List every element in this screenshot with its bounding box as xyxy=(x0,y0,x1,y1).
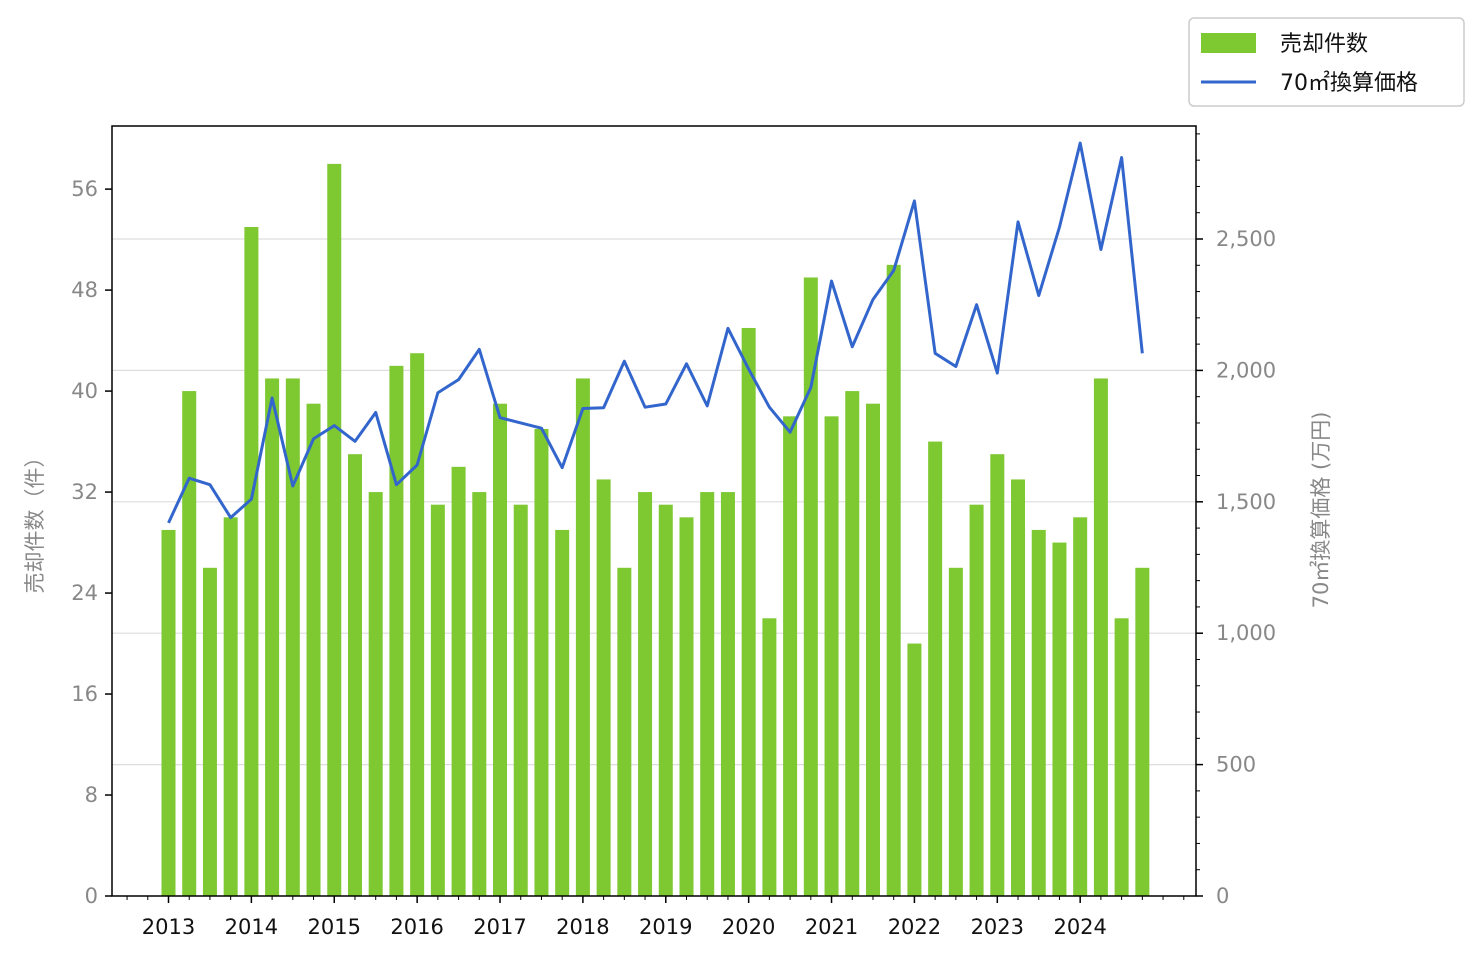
left-axis-title: 売却件数（件） xyxy=(23,447,47,594)
x-tick-label: 2020 xyxy=(722,915,775,939)
right-axis: 0 500 1,000 1,500 2,000 2,500 xyxy=(1196,133,1276,908)
bar xyxy=(306,403,321,896)
legend: 売却件数 70㎡換算価格 xyxy=(1188,17,1465,107)
bar xyxy=(803,277,818,896)
left-tick-label: 32 xyxy=(71,480,98,504)
x-axis: 2013 2014 2015 2016 2017 2018 2019 2020 2021 2022… xyxy=(126,896,1185,939)
bar xyxy=(223,517,238,896)
bar xyxy=(990,454,1005,896)
bar xyxy=(493,403,508,896)
right-tick-label: 500 xyxy=(1216,753,1256,777)
line-series xyxy=(167,141,1144,524)
bar xyxy=(182,391,197,896)
left-tick-label: 8 xyxy=(85,783,98,807)
legend-swatch-bar xyxy=(1201,33,1256,53)
right-axis-title: 70㎡換算価格 (万円) xyxy=(1309,412,1333,609)
x-tick-label: 2018 xyxy=(556,915,609,939)
x-tick-label: 2017 xyxy=(473,915,526,939)
x-tick-label: 2024 xyxy=(1053,915,1106,939)
right-tick-label: 1,500 xyxy=(1216,490,1276,514)
price-line xyxy=(167,141,1144,524)
bar xyxy=(617,567,632,896)
plot-frame xyxy=(111,125,1197,897)
bar xyxy=(285,378,300,897)
bar xyxy=(762,618,777,896)
x-tick-label: 2016 xyxy=(390,915,443,939)
bar xyxy=(244,226,259,896)
bar xyxy=(928,441,943,896)
bar xyxy=(265,378,280,897)
x-tick-label: 2023 xyxy=(971,915,1024,939)
bar xyxy=(886,264,901,897)
bar xyxy=(327,163,342,897)
bar xyxy=(679,517,694,896)
bar xyxy=(202,567,217,896)
bar xyxy=(1135,567,1150,896)
bar xyxy=(430,504,445,896)
bar xyxy=(658,504,673,896)
left-tick-label: 48 xyxy=(71,278,98,302)
legend-frame xyxy=(1188,17,1465,107)
x-tick-label: 2015 xyxy=(308,915,361,939)
bar xyxy=(347,454,362,896)
x-tick-label: 2021 xyxy=(805,915,858,939)
bar xyxy=(472,492,487,896)
left-tick-label: 56 xyxy=(71,177,98,201)
bar xyxy=(575,378,590,897)
legend-label-line: 70㎡換算価格 xyxy=(1280,70,1418,96)
bar xyxy=(783,416,798,896)
right-tick-label: 2,000 xyxy=(1216,358,1276,382)
bar xyxy=(948,567,963,896)
right-tick-label: 1,000 xyxy=(1216,621,1276,645)
bar xyxy=(1093,378,1108,897)
bar xyxy=(1011,479,1026,896)
bar xyxy=(451,466,466,896)
left-tick-label: 0 xyxy=(85,884,98,908)
x-tick-label: 2013 xyxy=(142,915,195,939)
bar xyxy=(161,529,176,896)
bar xyxy=(368,492,383,896)
bar xyxy=(410,353,425,896)
bar xyxy=(700,492,715,896)
bar xyxy=(824,416,839,896)
bar xyxy=(1031,529,1046,896)
bar xyxy=(720,492,735,896)
bar xyxy=(865,403,880,896)
bar xyxy=(1052,542,1067,896)
bar xyxy=(1114,618,1129,896)
bar xyxy=(1073,517,1088,896)
right-tick-label: 2,500 xyxy=(1216,227,1276,251)
bar xyxy=(638,492,653,896)
bar xyxy=(513,504,528,896)
right-tick-label: 0 xyxy=(1216,884,1229,908)
x-tick-label: 2022 xyxy=(888,915,941,939)
left-axis: 0 8 16 24 32 40 48 56 xyxy=(71,177,112,908)
left-tick-label: 40 xyxy=(71,379,98,403)
bar xyxy=(389,365,404,896)
bar xyxy=(741,327,756,896)
bar xyxy=(969,504,984,896)
bar-series xyxy=(161,163,1150,897)
bar xyxy=(534,428,549,896)
left-tick-label: 24 xyxy=(71,581,98,605)
x-tick-label: 2019 xyxy=(639,915,692,939)
legend-label-bar: 売却件数 xyxy=(1280,32,1368,57)
bar xyxy=(907,643,922,896)
left-tick-label: 16 xyxy=(71,682,98,706)
bar xyxy=(845,391,860,896)
bar xyxy=(596,479,611,896)
bar xyxy=(555,529,570,896)
x-tick-label: 2014 xyxy=(225,915,278,939)
